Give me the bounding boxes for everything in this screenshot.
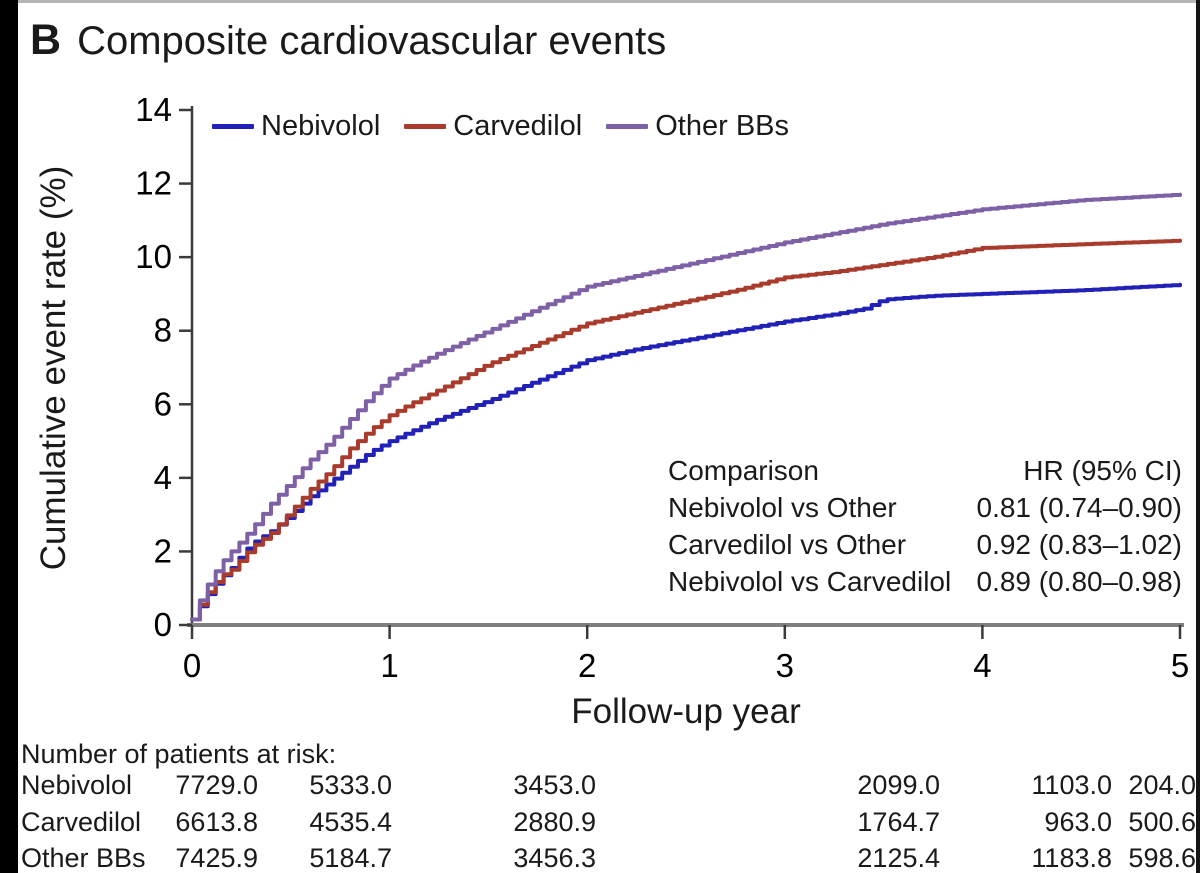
- hr-comparison: Nebivolol vs Other: [668, 491, 897, 523]
- x-tick-label: 1: [380, 647, 398, 684]
- at-risk-heading: Number of patients at risk:: [21, 739, 337, 769]
- hazard-ratio-table: Comparison HR (95% CI) Nebivolol vs Othe…: [668, 452, 1182, 600]
- y-tick-label: 14: [135, 91, 172, 128]
- at-risk-count: 598.6: [1128, 843, 1196, 873]
- at-risk-count: 2099.0: [857, 770, 940, 800]
- legend-item-other-bbs: Other BBs: [606, 110, 789, 143]
- legend-line-swatch: [212, 124, 254, 129]
- chart-legend: Nebivolol Carvedilol Other BBs: [212, 110, 789, 143]
- at-risk-count: 2125.4: [857, 843, 940, 873]
- x-tick-label: 3: [776, 647, 794, 684]
- hr-header-comparison: Comparison: [668, 454, 819, 486]
- hazard-ratio-row: Carvedilol vs Other 0.92 (0.83–1.02): [668, 526, 1182, 563]
- y-tick-label: 8: [154, 312, 172, 349]
- x-tick-label: 2: [578, 647, 596, 684]
- at-risk-row-nebivolol: Nebivolol 7729.0 5333.0 3453.0 2099.0 1103.0 2…: [0, 770, 1200, 806]
- x-tick-label: 5: [1171, 647, 1189, 684]
- at-risk-count: 4535.4: [309, 807, 392, 837]
- hr-comparison: Carvedilol vs Other: [668, 528, 907, 560]
- at-risk-count: 1183.8: [1031, 843, 1112, 873]
- at-risk-group-label: Nebivolol: [21, 770, 133, 800]
- y-tick-label: 10: [135, 238, 172, 275]
- panel-title: B Composite cardiovascular events: [30, 16, 666, 65]
- x-tick-label: 4: [973, 647, 991, 684]
- panel-title-text: Composite cardiovascular events: [77, 19, 667, 63]
- legend-label: Other BBs: [655, 110, 790, 142]
- legend-line-swatch: [606, 124, 649, 129]
- at-risk-count: 1764.7: [857, 807, 940, 837]
- y-tick-label: 4: [154, 459, 172, 496]
- hr-header-value: HR (95% CI): [1023, 454, 1182, 486]
- legend-line-swatch: [404, 124, 447, 129]
- at-risk-group-label: Other BBs: [21, 843, 146, 873]
- at-risk-count: 5184.7: [309, 843, 392, 873]
- y-tick-label: 0: [154, 606, 172, 643]
- at-risk-count: 1103.0: [1031, 770, 1112, 800]
- panel-letter: B: [30, 16, 62, 64]
- at-risk-count: 3453.0: [513, 770, 596, 800]
- patients-at-risk-table: Number of patients at risk: Nebivolol 772…: [0, 733, 1200, 873]
- hazard-ratio-header-row: Comparison HR (95% CI): [668, 452, 1182, 489]
- at-risk-count: 6613.8: [175, 807, 258, 837]
- at-risk-row-other-bbs: Other BBs 7425.9 5184.7 3456.3 2125.4 1183.8 5…: [0, 843, 1200, 873]
- series-line-other-bbs: [190, 192, 1182, 622]
- at-risk-count: 204.0: [1128, 770, 1196, 800]
- legend-label: Carvedilol: [453, 110, 583, 142]
- at-risk-count: 963.0: [1044, 807, 1112, 837]
- series-line-carvedilol: [190, 238, 1182, 622]
- at-risk-count: 2880.9: [513, 807, 596, 837]
- hr-value: 0.81 (0.74–0.90): [976, 491, 1183, 523]
- left-black-border: [0, 0, 18, 873]
- y-axis-title: Cumulative event rate (%): [34, 165, 73, 571]
- hazard-ratio-row: Nebivolol vs Other 0.81 (0.74–0.90): [668, 489, 1182, 526]
- x-axis-title: Follow-up year: [571, 692, 801, 731]
- at-risk-count: 7729.0: [175, 770, 258, 800]
- hazard-ratio-row: Nebivolol vs Carvedilol 0.89 (0.80–0.98): [668, 563, 1182, 600]
- at-risk-row-carvedilol: Carvedilol 6613.8 4535.4 2880.9 1764.7 963.0 5…: [0, 807, 1200, 843]
- top-gray-border: [18, 0, 1196, 3]
- at-risk-group-label: Carvedilol: [21, 807, 142, 837]
- at-risk-count: 7425.9: [175, 843, 258, 873]
- at-risk-count: 3456.3: [513, 843, 596, 873]
- hr-comparison: Nebivolol vs Carvedilol: [668, 565, 952, 597]
- at-risk-count: 500.6: [1128, 807, 1196, 837]
- x-tick-label: 0: [183, 647, 201, 684]
- hr-value: 0.92 (0.83–1.02): [976, 528, 1183, 560]
- y-tick-label: 6: [154, 385, 172, 422]
- hr-value: 0.89 (0.80–0.98): [976, 565, 1183, 597]
- y-tick-label: 12: [135, 165, 172, 202]
- y-tick-label: 2: [154, 532, 172, 569]
- legend-item-nebivolol: Nebivolol: [212, 110, 380, 143]
- legend-item-carvedilol: Carvedilol: [404, 110, 582, 143]
- at-risk-count: 5333.0: [309, 770, 392, 800]
- series-line-nebivolol: [190, 282, 1182, 622]
- right-black-border: [1196, 0, 1200, 873]
- legend-label: Nebivolol: [261, 110, 381, 142]
